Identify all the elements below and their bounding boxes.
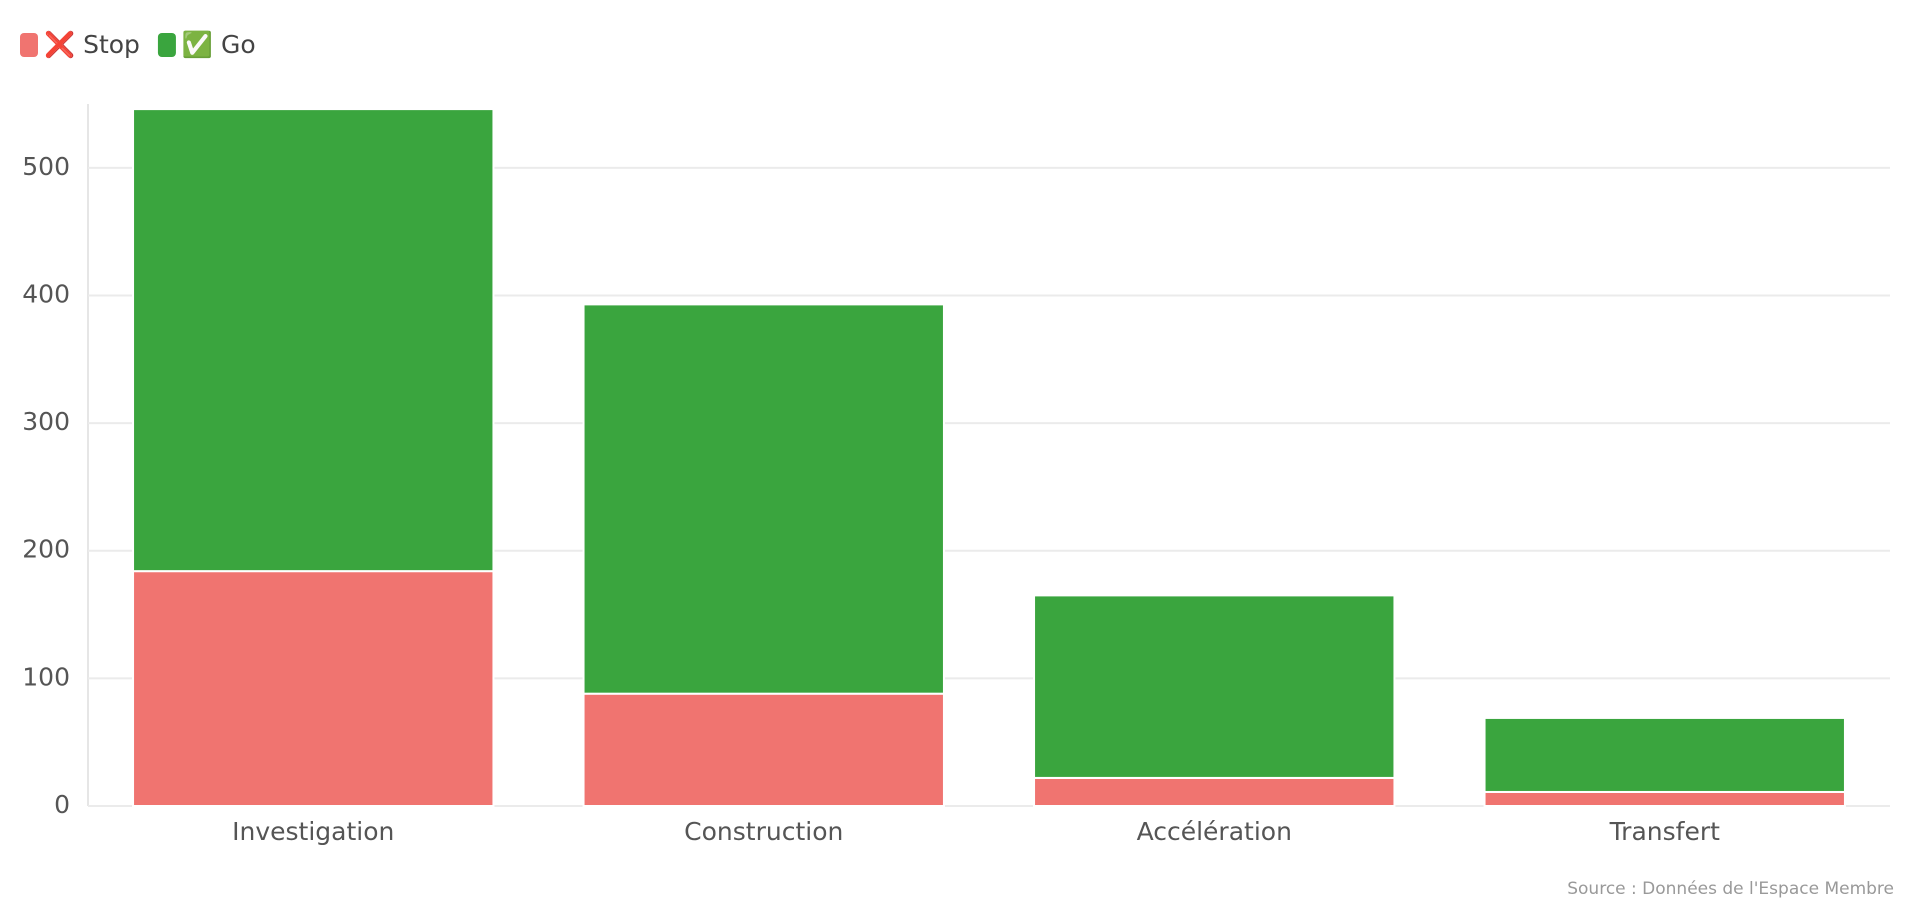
bar-segment [1483, 790, 1846, 808]
y-tick-label: 100 [22, 662, 70, 691]
bar-segment [1033, 594, 1396, 779]
y-tick-label: 300 [22, 407, 70, 436]
y-tick-label: 400 [22, 279, 70, 308]
bar-segment [1033, 776, 1396, 807]
bar-segment [132, 108, 495, 573]
y-tick-label: 500 [22, 152, 70, 181]
legend-label[interactable]: ❌ Stop [44, 30, 140, 60]
legend-label[interactable]: ✅ Go [182, 30, 256, 59]
legend-swatch[interactable] [20, 33, 38, 57]
x-tick-label: Accélération [1137, 817, 1292, 846]
x-tick-label: Transfert [1609, 817, 1721, 846]
x-tick-label: Investigation [232, 817, 394, 846]
legend-swatch[interactable] [157, 33, 176, 57]
x-tick-label: Construction [684, 817, 843, 846]
y-tick-label: 0 [54, 790, 70, 819]
y-tick-label: 200 [22, 535, 70, 564]
bar-segment [582, 303, 945, 695]
bar-segment [582, 692, 945, 807]
source-note: Source : Données de l'Espace Membre [1567, 879, 1894, 899]
bar-segment [1483, 716, 1846, 793]
bar-segment [132, 570, 495, 808]
